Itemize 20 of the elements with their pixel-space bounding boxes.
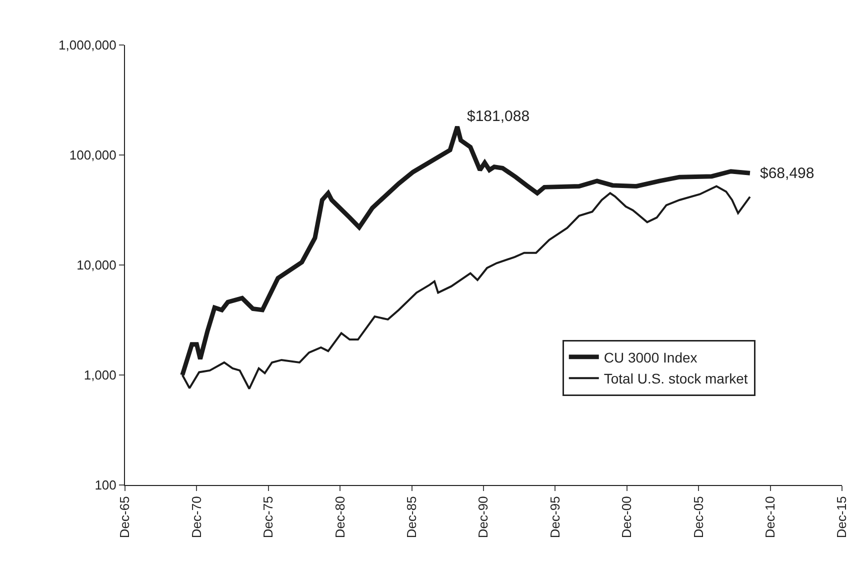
x-tick-label: Dec-05 xyxy=(690,496,706,538)
x-tick-label: Dec-70 xyxy=(188,496,204,538)
y-tick-label: 100,000 xyxy=(69,148,116,163)
annotation: $68,498 xyxy=(760,165,814,182)
annotation: $181,088 xyxy=(467,108,530,125)
x-tick-label: Dec-85 xyxy=(404,496,420,538)
x-tick-label: Dec-95 xyxy=(547,496,562,538)
x-tick-label: Dec-65 xyxy=(117,496,132,538)
x-tick-label: Dec-00 xyxy=(619,496,634,538)
legend-label: CU 3000 Index xyxy=(604,349,698,366)
y-tick-label: 10,000 xyxy=(76,258,116,273)
y-tick-label: 1,000 xyxy=(84,368,116,383)
y-tick-label: 1,000,000 xyxy=(58,38,116,53)
x-tick-label: Dec-80 xyxy=(332,496,348,538)
x-tick-label: Dec-10 xyxy=(762,496,778,538)
x-tick-label: Dec-90 xyxy=(476,496,491,538)
x-tick-label: Dec-15 xyxy=(834,496,850,538)
legend-label: Total U.S. stock market xyxy=(604,370,748,387)
x-tick-label: Dec-75 xyxy=(260,496,276,538)
y-tick-label: 100 xyxy=(94,478,116,493)
